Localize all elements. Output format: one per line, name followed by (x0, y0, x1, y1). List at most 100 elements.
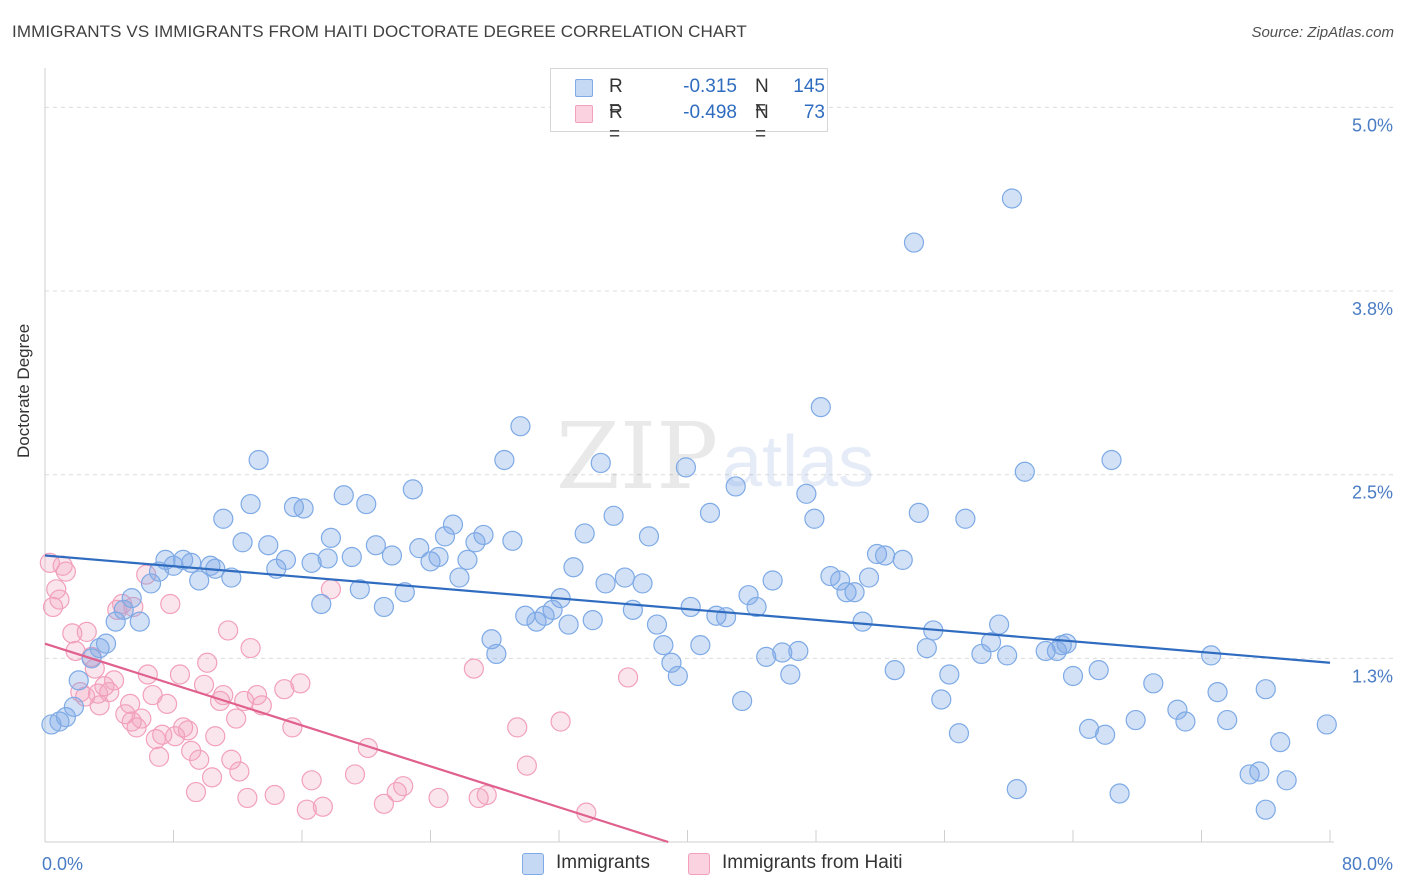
gridlines (45, 106, 1395, 659)
haiti-point (516, 755, 537, 776)
haiti-point (344, 764, 366, 785)
immigrants-point (590, 452, 611, 474)
haiti-point (274, 679, 295, 700)
immigrants-point (502, 530, 523, 551)
immigrants-point (874, 545, 896, 566)
immigrants-point (1255, 679, 1276, 700)
immigrants-point (293, 498, 314, 519)
haiti-point (393, 776, 414, 797)
haiti-point (201, 767, 223, 788)
haiti-point (226, 708, 247, 729)
legend-r-value: -0.315 (683, 76, 737, 97)
haiti-point (55, 561, 76, 582)
immigrants-point (341, 546, 362, 568)
immigrants-point (939, 664, 960, 685)
y-tick-label: 2.5% (1352, 483, 1393, 503)
immigrants-point (275, 549, 297, 571)
immigrants-point (55, 707, 76, 728)
immigrants-point (1217, 709, 1238, 731)
immigrants-point (667, 665, 688, 687)
immigrants-point (409, 538, 430, 559)
immigrants-point (213, 508, 234, 529)
immigrants-point (1006, 779, 1027, 800)
immigrants-point (1056, 633, 1077, 654)
immigrants-point (465, 532, 486, 553)
immigrants-point (1101, 449, 1122, 471)
immigrants-point (866, 543, 888, 565)
immigrants-point (232, 532, 253, 553)
immigrants-point (68, 670, 89, 691)
legend-swatch-haiti (575, 105, 593, 123)
immigrants-point (820, 565, 841, 587)
haiti-point (246, 684, 268, 706)
y-tick-label: 1.3% (1352, 666, 1393, 686)
immigrants-point (892, 549, 913, 571)
immigrants-point (1249, 761, 1270, 782)
chart-title: IMMIGRANTS VS IMMIGRANTS FROM HAITI DOCT… (12, 22, 747, 41)
immigrants-point (121, 588, 142, 609)
haiti-point (312, 796, 333, 817)
haiti-point (156, 693, 178, 714)
immigrants-point (486, 643, 507, 665)
immigrants-point (311, 593, 332, 615)
trend-lines (44, 554, 1331, 844)
haiti-point (282, 717, 303, 738)
immigrants-point (858, 567, 880, 588)
immigrants-point (903, 232, 925, 253)
immigrants-point (381, 545, 403, 566)
immigrants-point (699, 502, 721, 523)
immigrants-point (428, 546, 449, 568)
immigrants-point (1014, 461, 1035, 482)
legend-swatch-immigrants (575, 79, 593, 97)
immigrants-point (140, 573, 162, 594)
immigrants-point (653, 635, 674, 656)
immigrants-point (772, 642, 793, 663)
immigrants-point (258, 535, 279, 556)
haiti-point (160, 593, 181, 615)
haiti-point (507, 717, 528, 738)
immigrants-point (181, 552, 202, 573)
bottom-legend-swatch-immigrants (522, 853, 544, 875)
immigrants-point (333, 485, 354, 506)
haiti-point (205, 726, 226, 747)
immigrants-point (680, 596, 701, 618)
immigrants-point (762, 570, 783, 591)
y-axis-label: Doctorate Degree (14, 323, 33, 458)
immigrants-point (1035, 640, 1056, 662)
haiti-point (301, 770, 322, 791)
immigrants-point (829, 570, 851, 591)
immigrants-point (746, 596, 767, 618)
x-tick-label-max: 80.0% (1342, 854, 1393, 874)
haiti-point (218, 620, 239, 641)
immigrants-point (884, 659, 905, 681)
haiti-point (290, 673, 311, 694)
immigrants-point (1167, 699, 1188, 720)
immigrants-point (646, 614, 668, 635)
immigrants-point (1095, 724, 1116, 745)
immigrants-point (105, 611, 126, 632)
y-tick-labels: 1.3% 2.5% 3.8% 5.0% (1352, 115, 1393, 686)
haiti-point (169, 664, 191, 685)
immigrants-point (1109, 783, 1130, 804)
immigrants-point (63, 696, 85, 717)
haiti-point (209, 690, 231, 712)
immigrants-point (1201, 645, 1222, 666)
haiti-point (240, 637, 261, 659)
immigrants-point (173, 549, 194, 571)
legend-n-label: N = (755, 76, 769, 119)
haiti-point (373, 793, 395, 814)
immigrants-point (810, 397, 831, 418)
bottom-legend-label-haiti: Immigrants from Haiti (722, 852, 903, 873)
immigrants-point (632, 573, 653, 594)
immigrants-trend-line (44, 554, 1331, 664)
immigrants-point (494, 449, 515, 471)
immigrants-point (1143, 673, 1164, 694)
bottom-legend-label-immigrants: Immigrants (556, 852, 650, 873)
immigrants-point (365, 535, 386, 556)
haiti-point (189, 749, 210, 770)
legend-r-label: R = (609, 76, 623, 119)
immigrants-points (41, 188, 1337, 820)
immigrants-point (661, 652, 682, 673)
immigrants-point (349, 579, 370, 600)
